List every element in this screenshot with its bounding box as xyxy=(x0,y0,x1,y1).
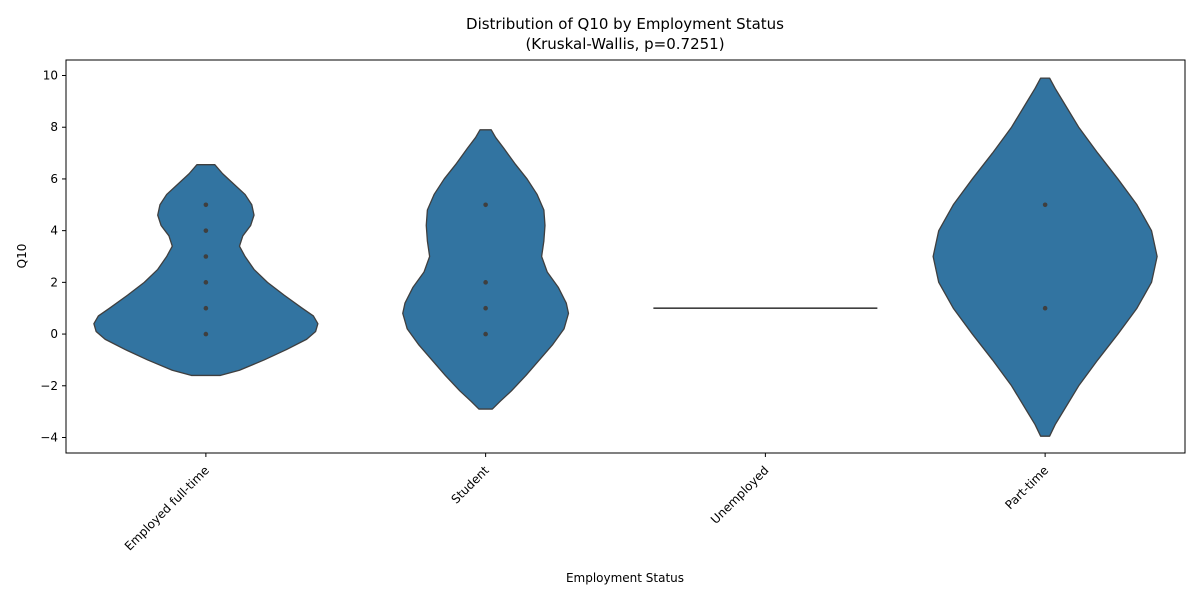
data-point xyxy=(203,280,209,285)
data-point xyxy=(203,331,209,337)
y-tick-label: 2 xyxy=(50,275,58,289)
x-tick-label: Employed full-time xyxy=(122,463,212,553)
data-point xyxy=(483,305,488,311)
chart-title: Distribution of Q10 by Employment Status xyxy=(466,15,784,33)
x-axis-label: Employment Status xyxy=(566,571,684,585)
data-point xyxy=(203,202,209,208)
y-tick-label: 0 xyxy=(50,327,58,341)
violins-layer xyxy=(93,77,1158,437)
y-tick-label: 6 xyxy=(50,172,58,186)
x-tick-label: Part-time xyxy=(1002,463,1051,512)
data-point xyxy=(483,202,488,208)
data-point xyxy=(483,331,488,337)
data-point xyxy=(203,254,209,259)
data-point xyxy=(203,305,209,311)
data-point xyxy=(483,280,488,285)
chart-subtitle: (Kruskal-Wallis, p=0.7251) xyxy=(525,35,724,53)
violin-body xyxy=(932,77,1158,437)
x-tick-label: Student xyxy=(448,463,492,507)
data-point xyxy=(203,228,209,233)
y-tick-label: −2 xyxy=(40,379,58,393)
violin-body xyxy=(93,164,319,377)
y-tick-label: 8 xyxy=(50,120,58,134)
y-tick-label: 4 xyxy=(50,224,58,238)
x-tick-label: Unemployed xyxy=(708,463,772,527)
y-tick-label: −4 xyxy=(40,430,58,444)
y-axis: −4 −2 0 2 4 6 8 10 xyxy=(40,69,66,444)
data-point xyxy=(1042,202,1048,208)
data-point xyxy=(1042,305,1048,311)
points-layer xyxy=(203,202,1048,337)
plot-frame xyxy=(65,59,1186,454)
y-tick-label: 10 xyxy=(43,69,58,83)
y-axis-label: Q10 xyxy=(15,244,29,269)
x-axis: Employed full-time Student Unemployed Part-… xyxy=(122,453,1051,553)
violin-body xyxy=(402,129,570,410)
